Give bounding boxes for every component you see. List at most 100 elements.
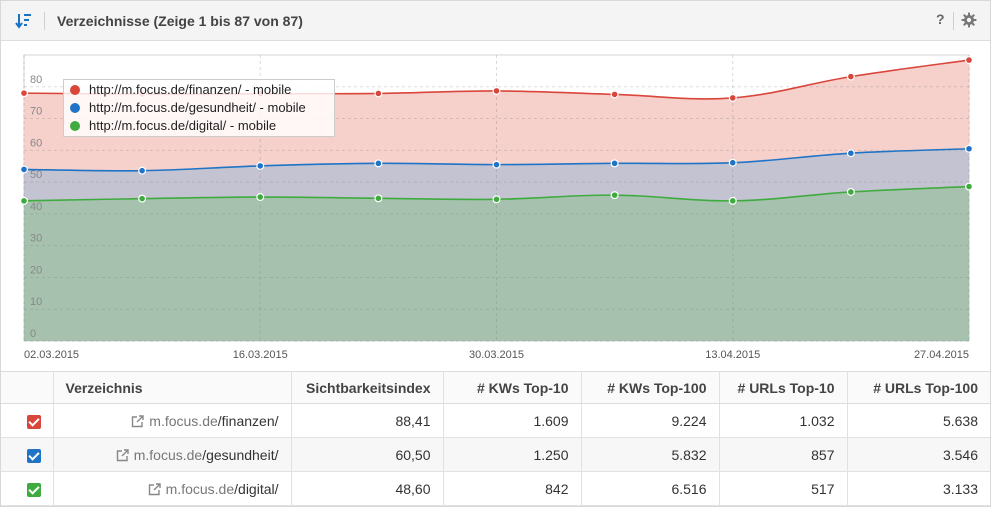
x-tick-label: 13.04.2015	[705, 349, 760, 361]
data-point	[374, 194, 383, 203]
visibility-index-cell: 88,41	[291, 403, 444, 438]
urls-top10-cell: 857	[719, 437, 848, 472]
x-tick-label: 02.03.2015	[24, 349, 79, 361]
urls-top100-cell: 3.133	[847, 471, 990, 506]
series-area-2	[24, 186, 969, 341]
data-point	[846, 72, 855, 81]
data-point	[138, 194, 147, 203]
directory-cell: m.focus.de/finanzen/	[53, 403, 292, 438]
legend-item[interactable]: http://m.focus.de/digital/ - mobile	[70, 118, 276, 136]
header-divider	[953, 12, 954, 30]
data-point	[374, 89, 383, 98]
external-link-icon[interactable]	[116, 448, 129, 462]
urls-top10-cell: 517	[719, 471, 848, 506]
y-tick-label: 20	[30, 264, 42, 276]
row-checkbox[interactable]	[26, 414, 41, 429]
directory-cell: m.focus.de/gesundheit/	[53, 437, 292, 472]
widget-header: Verzeichnisse (Zeige 1 bis 87 von 87) ?	[1, 1, 990, 41]
legend-label: http://m.focus.de/gesundheit/ - mobile	[89, 100, 306, 115]
visibility-index-cell: 48,60	[291, 471, 444, 506]
kws-top100-cell: 5.832	[581, 437, 720, 472]
x-tick-label: 30.03.2015	[469, 349, 524, 361]
row-checkbox-cell	[1, 437, 54, 472]
y-tick-label: 50	[30, 169, 42, 181]
column-header-verzeichnis[interactable]: Verzeichnis	[53, 371, 292, 404]
data-point	[964, 144, 973, 153]
column-header-sichtbarkeitsindex[interactable]: Sichtbarkeitsindex	[291, 371, 444, 404]
row-checkbox[interactable]	[26, 448, 41, 463]
directory-domain[interactable]: m.focus.de	[165, 480, 235, 497]
y-tick-label: 40	[30, 201, 42, 213]
column-header-urls-top10[interactable]: # URLs Top-10	[719, 371, 848, 404]
help-icon[interactable]: ?	[936, 11, 945, 27]
kws-top100-cell: 6.516	[581, 471, 720, 506]
data-point	[20, 89, 29, 98]
x-tick-label: 27.04.2015	[914, 349, 969, 361]
urls-top10-cell: 1.032	[719, 403, 848, 438]
data-point	[610, 159, 619, 168]
data-point	[610, 90, 619, 99]
column-header-checkbox	[1, 371, 54, 404]
visibility-index-cell: 60,50	[291, 437, 444, 472]
data-point	[846, 187, 855, 196]
legend-marker	[70, 85, 80, 95]
data-point	[20, 196, 29, 205]
directory-cell: m.focus.de/digital/	[53, 471, 292, 506]
data-point	[138, 166, 147, 175]
x-tick-label: 16.03.2015	[233, 349, 288, 361]
data-point	[20, 165, 29, 174]
row-checkbox-cell	[1, 403, 54, 438]
row-checkbox-cell	[1, 471, 54, 506]
data-point	[492, 195, 501, 204]
legend-marker	[70, 103, 80, 113]
table-row: m.focus.de/finanzen/ 88,41 1.609 9.224 1…	[1, 403, 990, 438]
data-point	[492, 160, 501, 169]
column-header-urls-top100[interactable]: # URLs Top-100	[847, 371, 990, 404]
kws-top10-cell: 1.250	[443, 437, 582, 472]
header-divider	[44, 12, 45, 30]
directory-path[interactable]: /gesundheit/	[202, 446, 279, 463]
legend-item[interactable]: http://m.focus.de/finanzen/ - mobile	[70, 82, 291, 100]
legend-item[interactable]: http://m.focus.de/gesundheit/ - mobile	[70, 100, 306, 118]
y-tick-label: 80	[30, 74, 42, 86]
y-tick-label: 60	[30, 137, 42, 149]
gear-icon[interactable]	[961, 12, 977, 28]
directory-table: Verzeichnis Sichtbarkeitsindex # KWs Top…	[1, 371, 990, 506]
row-checkbox[interactable]	[26, 482, 41, 497]
data-point	[610, 191, 619, 200]
legend-label: http://m.focus.de/digital/ - mobile	[89, 118, 277, 133]
external-link-icon[interactable]	[148, 482, 161, 496]
table-row: m.focus.de/digital/ 48,60 842 6.516 517 …	[1, 471, 990, 506]
data-point	[492, 86, 501, 95]
y-tick-label: 0	[30, 328, 36, 340]
legend-label: http://m.focus.de/finanzen/ - mobile	[89, 82, 292, 97]
data-point	[728, 158, 737, 167]
legend-marker	[70, 121, 80, 131]
data-point	[964, 182, 973, 191]
chart-legend: http://m.focus.de/finanzen/ - mobile htt…	[63, 79, 335, 137]
y-tick-label: 30	[30, 233, 42, 245]
directory-domain[interactable]: m.focus.de	[149, 412, 218, 429]
data-point	[728, 196, 737, 205]
urls-top100-cell: 5.638	[847, 403, 990, 438]
external-link-icon[interactable]	[131, 414, 144, 428]
y-tick-label: 70	[30, 106, 42, 118]
table-row: m.focus.de/gesundheit/ 60,50 1.250 5.832…	[1, 437, 990, 472]
kws-top10-cell: 842	[443, 471, 582, 506]
urls-top100-cell: 3.546	[847, 437, 990, 472]
table-header-row: Verzeichnis Sichtbarkeitsindex # KWs Top…	[1, 371, 990, 404]
column-header-kws-top100[interactable]: # KWs Top-100	[581, 371, 720, 404]
column-header-kws-top10[interactable]: # KWs Top-10	[443, 371, 582, 404]
data-point	[256, 161, 265, 170]
data-point	[256, 193, 265, 202]
data-point	[374, 159, 383, 168]
data-point	[964, 56, 973, 65]
sort-icon[interactable]	[14, 12, 32, 30]
kws-top10-cell: 1.609	[443, 403, 582, 438]
directory-path[interactable]: /finanzen/	[217, 412, 279, 429]
directory-domain[interactable]: m.focus.de	[133, 446, 203, 463]
directory-path[interactable]: /digital/	[234, 480, 279, 497]
kws-top100-cell: 9.224	[581, 403, 720, 438]
data-point	[728, 93, 737, 102]
